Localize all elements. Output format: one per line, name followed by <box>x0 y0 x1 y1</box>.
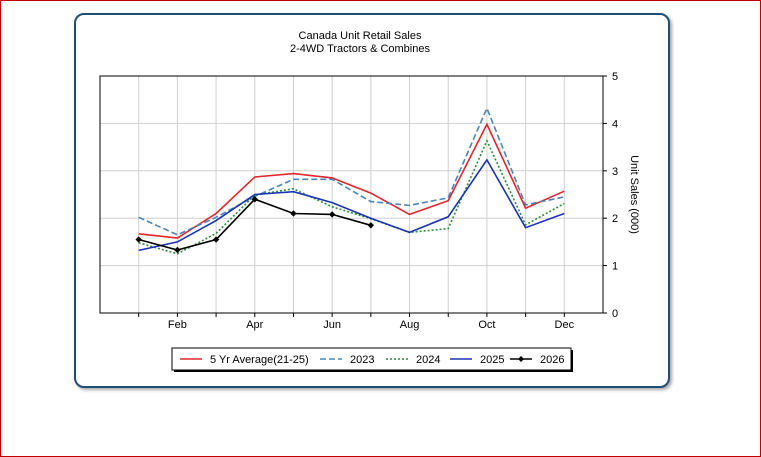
x-tick-label: Dec <box>555 319 575 331</box>
data-point-marker <box>290 210 297 217</box>
legend: 5 Yr Average(21-25) 2023 2024 2025 2026 <box>171 347 573 372</box>
series-line-2023 <box>138 106 565 236</box>
data-point-marker <box>174 246 181 254</box>
plot-area <box>99 75 604 314</box>
legend-label: 2026 <box>540 354 564 366</box>
legend-label: 2023 <box>350 354 374 366</box>
line-chart: Canada Unit Retail Sales 2-4WD Tractors … <box>99 30 640 372</box>
chart-card: Canada Unit Retail Sales 2-4WD Tractors … <box>74 13 670 388</box>
series-line-2025 <box>138 158 565 252</box>
x-tick-label: Jun <box>323 319 341 331</box>
series-line-2024 <box>138 138 565 255</box>
x-axis: Feb Apr Jun Aug Oct Dec <box>138 313 575 331</box>
x-tick-label: Oct <box>478 319 495 331</box>
series-lines <box>135 106 565 255</box>
data-point-marker <box>251 196 258 203</box>
legend-label: 5 Yr Average(21-25) <box>210 354 309 366</box>
x-tick-label: Aug <box>400 319 420 331</box>
chart-subtitle: 2-4WD Tractors & Combines <box>290 43 430 55</box>
data-point-marker <box>135 236 142 243</box>
data-point-marker <box>367 222 375 229</box>
x-tick-label: Feb <box>168 319 187 331</box>
legend-marker <box>518 356 524 362</box>
y-tick-label: 4 <box>612 118 618 130</box>
y-tick-label: 0 <box>612 308 618 320</box>
y-tick-label: 1 <box>612 261 618 273</box>
data-point-marker <box>212 236 220 243</box>
chart-title: Canada Unit Retail Sales <box>299 30 422 42</box>
y-tick-label: 5 <box>612 71 618 83</box>
legend-label: 2024 <box>416 354 440 366</box>
y-axis-label: Unit Sales (000) <box>628 155 640 234</box>
gridlines <box>100 75 603 314</box>
y-axis: 0 1 2 3 4 5 <box>603 71 618 320</box>
y-tick-label: 3 <box>612 166 618 178</box>
data-point-marker <box>328 211 336 218</box>
legend-label: 2025 <box>480 354 504 366</box>
series-line-5-yr-average-21-25- <box>138 122 565 239</box>
x-tick-label: Apr <box>246 319 263 331</box>
legend-box <box>171 347 572 371</box>
y-tick-label: 2 <box>612 213 618 225</box>
